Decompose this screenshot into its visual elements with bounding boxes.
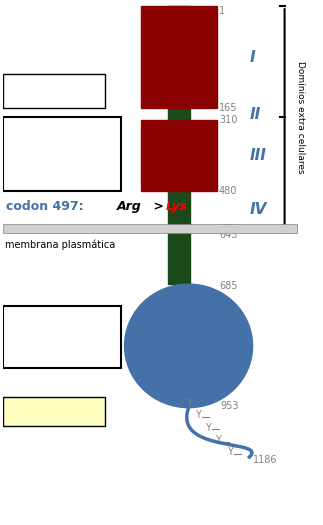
Text: Domínio
citoplasmático
(tirosina cinase): Domínio citoplasmático (tirosina cinase) (14, 318, 110, 352)
Text: I: I (249, 50, 255, 65)
Circle shape (125, 284, 253, 407)
Text: intracelular: intracelular (22, 407, 86, 417)
Text: codon 497:: codon 497: (6, 201, 92, 213)
FancyBboxPatch shape (3, 74, 105, 108)
FancyBboxPatch shape (141, 6, 217, 108)
Text: Y: Y (186, 398, 192, 408)
Text: Y: Y (195, 411, 201, 421)
Text: Lys: Lys (166, 201, 188, 213)
FancyBboxPatch shape (141, 120, 217, 192)
Text: 1186: 1186 (253, 455, 277, 465)
Text: 165: 165 (219, 103, 237, 113)
Text: Y: Y (227, 447, 234, 457)
Text: Domínio rico em
cisteína (sítio de
ativação pelo
ligante): Domínio rico em cisteína (sítio de ativa… (13, 130, 111, 175)
FancyBboxPatch shape (168, 233, 190, 284)
Text: 620: 620 (219, 224, 237, 234)
FancyBboxPatch shape (3, 306, 121, 367)
Text: 480: 480 (219, 186, 237, 196)
FancyBboxPatch shape (168, 6, 190, 228)
Text: III: III (249, 149, 266, 163)
Text: 953: 953 (221, 402, 239, 412)
Text: II: II (249, 107, 261, 122)
FancyBboxPatch shape (3, 118, 121, 192)
Text: membrana plasmática: membrana plasmática (5, 239, 115, 250)
Text: >: > (149, 201, 168, 213)
Text: IV: IV (249, 203, 267, 217)
FancyBboxPatch shape (3, 397, 105, 426)
Text: Y: Y (205, 423, 211, 433)
Text: Y: Y (215, 435, 221, 445)
Text: 643: 643 (219, 230, 237, 240)
Text: Domínios extra celulares: Domínios extra celulares (296, 61, 305, 174)
Text: extracelular: extracelular (21, 86, 88, 96)
Text: 685: 685 (219, 281, 237, 291)
Text: 1: 1 (219, 6, 225, 16)
FancyBboxPatch shape (3, 224, 297, 233)
Text: Arg: Arg (117, 201, 141, 213)
Text: 310: 310 (219, 116, 237, 125)
